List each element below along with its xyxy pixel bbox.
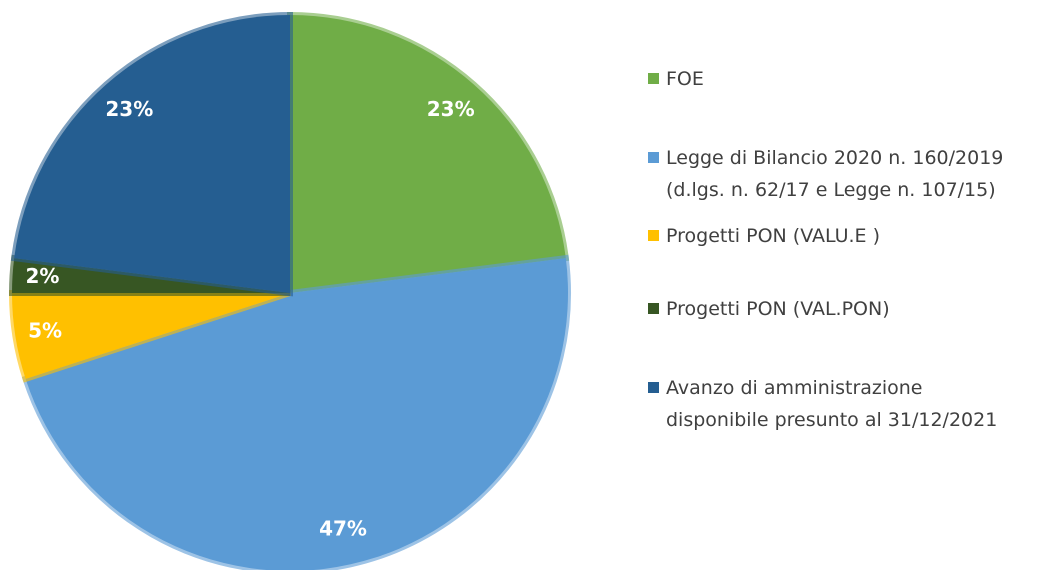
legend-swatch	[648, 303, 659, 314]
legend-label: Legge di Bilancio 2020 n. 160/2019 (d.lgs…	[666, 147, 1003, 201]
pie-slice	[10, 11, 293, 297]
legend-swatch	[648, 73, 659, 84]
legend-label: Progetti PON (VALU.E )	[666, 225, 880, 247]
legend-line: disponibile presunto al 31/12/2021	[666, 409, 997, 431]
legend-label: Avanzo di amministrazione disponibile pre…	[666, 377, 997, 431]
legend-swatch	[648, 382, 659, 393]
legend-label: FOE	[666, 68, 704, 90]
data-label: 2%	[26, 264, 60, 288]
legend-label: Progetti PON (VAL.PON)	[666, 298, 890, 320]
data-label: 23%	[105, 97, 153, 121]
legend-line: Progetti PON (VAL.PON)	[666, 298, 890, 320]
legend-line: Avanzo di amministrazione	[666, 377, 923, 399]
data-label: 47%	[319, 517, 367, 541]
legend-line: Legge di Bilancio 2020 n. 160/2019	[666, 147, 1003, 169]
legend-swatch	[648, 152, 659, 163]
data-label: 23%	[427, 97, 475, 121]
legend-line: Progetti PON (VALU.E )	[666, 225, 880, 247]
legend-line: FOE	[666, 68, 704, 90]
legend-swatch	[648, 230, 659, 241]
legend-line: (d.lgs. n. 62/17 e Legge n. 107/15)	[666, 179, 996, 201]
data-label: 5%	[28, 318, 62, 342]
pie-slice	[287, 11, 570, 297]
